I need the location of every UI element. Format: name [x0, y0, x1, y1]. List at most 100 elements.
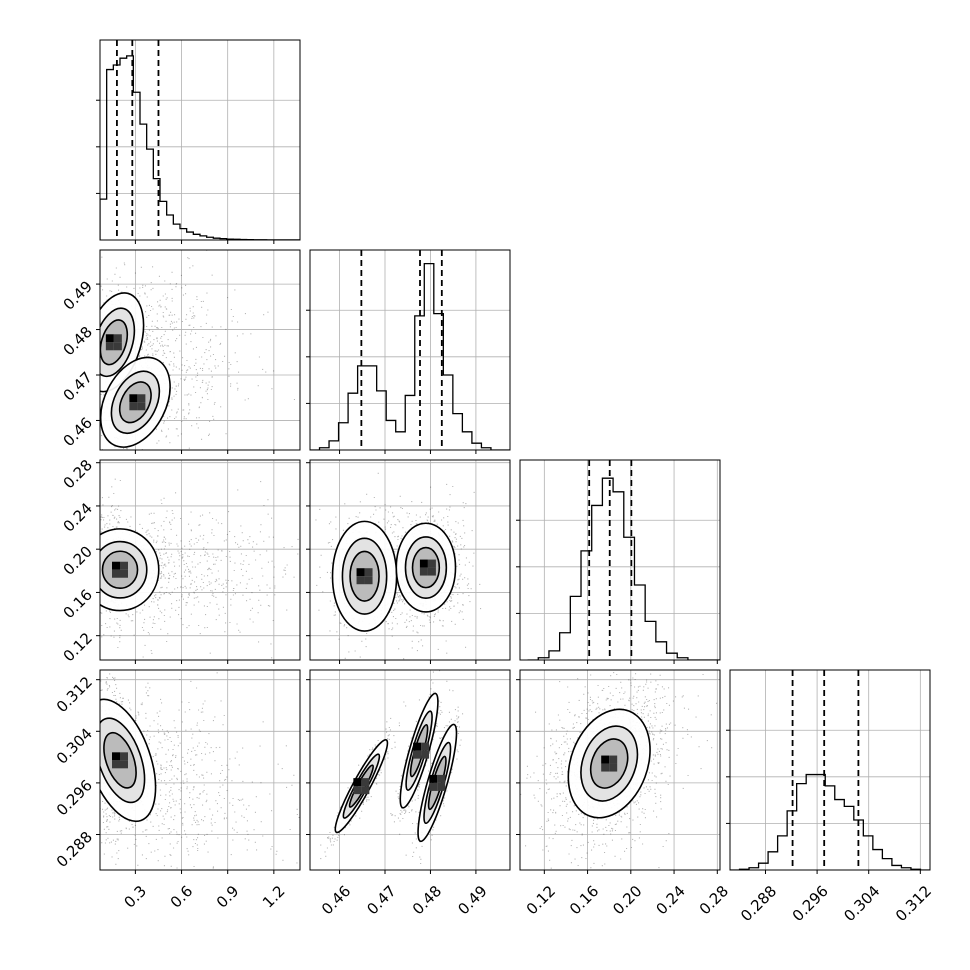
density-core	[129, 394, 146, 411]
density-pixel	[105, 342, 114, 351]
panel-frame	[519, 669, 721, 871]
scatter-panel-3-1	[306, 669, 511, 874]
x-tick-label: 1.2	[259, 882, 289, 912]
panel-frame	[99, 249, 301, 451]
density-pixel	[112, 760, 120, 769]
y-tick-label: 0.20	[60, 542, 96, 578]
density-pixel	[429, 774, 438, 783]
density-pixel	[421, 750, 430, 759]
y-tick-label: 0.28	[60, 456, 96, 492]
x-tick-label: 0.16	[566, 882, 602, 918]
density-pixel	[601, 763, 610, 772]
density-pixel	[120, 561, 128, 570]
density-pixel	[356, 576, 365, 585]
density-pixel	[129, 402, 138, 411]
y-tick-label: 0.288	[53, 828, 96, 871]
y-tick-label: 0.49	[60, 277, 96, 313]
density-pixel	[413, 742, 422, 751]
x-tick-label: 0.46	[318, 882, 354, 918]
panel-frame	[309, 249, 511, 451]
scatter-panel-3-0	[96, 669, 301, 874]
x-tick-label: 0.47	[363, 882, 399, 918]
x-tick-label: 0.6	[167, 882, 197, 912]
scatter-points	[100, 250, 295, 450]
histogram-panel-1	[306, 249, 511, 454]
histogram-panel-2	[516, 459, 721, 664]
density-pixel	[413, 750, 422, 759]
density-core	[105, 334, 122, 351]
y-tick-label: 0.48	[60, 323, 96, 359]
x-tick-label: 0.20	[609, 882, 645, 918]
density-pixel	[609, 763, 618, 772]
density-pixel	[364, 568, 373, 577]
histogram-step	[310, 262, 510, 450]
density-pixel	[609, 755, 618, 764]
density-pixel	[113, 342, 122, 351]
density-pixel	[105, 334, 114, 343]
x-tick-label: 0.9	[213, 882, 243, 912]
density-pixel	[353, 786, 362, 795]
density-pixel	[356, 568, 365, 577]
density-pixel	[112, 561, 120, 570]
y-tick-label: 0.12	[60, 629, 96, 665]
density-pixel	[137, 394, 146, 403]
density-pixel	[601, 755, 610, 764]
y-tick-label: 0.47	[60, 368, 96, 404]
y-tick-label: 0.304	[53, 725, 96, 768]
x-tick-label: 0.312	[892, 882, 935, 925]
panel-frame	[519, 459, 721, 661]
density-pixel	[113, 334, 122, 343]
density-pixel	[421, 742, 430, 751]
density-core	[419, 559, 436, 576]
x-tick-label: 0.12	[523, 882, 559, 918]
histogram-step	[100, 55, 300, 240]
density-pixel	[120, 569, 128, 578]
density-core	[601, 755, 618, 772]
density-core	[429, 774, 446, 791]
density-pixel	[361, 786, 370, 795]
density-pixel	[353, 778, 362, 787]
density-pixel	[120, 760, 128, 769]
x-tick-label: 0.3	[121, 882, 151, 912]
density-pixel	[419, 559, 428, 568]
density-core	[112, 561, 128, 578]
x-tick-label: 0.288	[737, 882, 780, 925]
x-tick-label: 0.49	[454, 882, 490, 918]
x-tick-label: 0.24	[652, 882, 688, 918]
scatter-panel-1-0	[96, 249, 301, 454]
panel-frame	[99, 459, 301, 661]
density-pixel	[129, 394, 138, 403]
y-tick-label: 0.312	[53, 673, 96, 716]
density-core	[353, 778, 370, 795]
panel-frame	[309, 459, 511, 661]
panel-frame	[309, 669, 511, 871]
density-pixel	[427, 559, 436, 568]
density-pixel	[112, 752, 120, 761]
histogram-step	[730, 773, 930, 870]
x-tick-label: 0.304	[840, 882, 883, 925]
density-pixel	[137, 402, 146, 411]
density-core	[112, 752, 128, 769]
x-tick-label: 0.296	[789, 882, 832, 925]
density-pixel	[120, 752, 128, 761]
scatter-panel-3-2	[516, 669, 721, 874]
density-pixel	[112, 569, 120, 578]
x-tick-label: 0.48	[409, 882, 445, 918]
density-pixel	[437, 774, 446, 783]
scatter-panel-2-0	[96, 459, 301, 664]
histogram-panel-3	[726, 669, 931, 874]
panel-frame	[99, 669, 301, 871]
panel-frame	[729, 669, 931, 871]
scatter-panel-2-1	[306, 459, 511, 664]
y-tick-label: 0.24	[60, 499, 96, 535]
histogram-panel-0	[96, 39, 301, 244]
density-pixel	[427, 567, 436, 576]
y-tick-label: 0.46	[60, 414, 96, 450]
histogram-step	[527, 477, 720, 660]
y-tick-label: 0.296	[53, 776, 96, 819]
density-pixel	[419, 567, 428, 576]
panel-frame	[99, 39, 301, 241]
y-tick-label: 0.16	[60, 586, 96, 622]
density-pixel	[361, 778, 370, 787]
